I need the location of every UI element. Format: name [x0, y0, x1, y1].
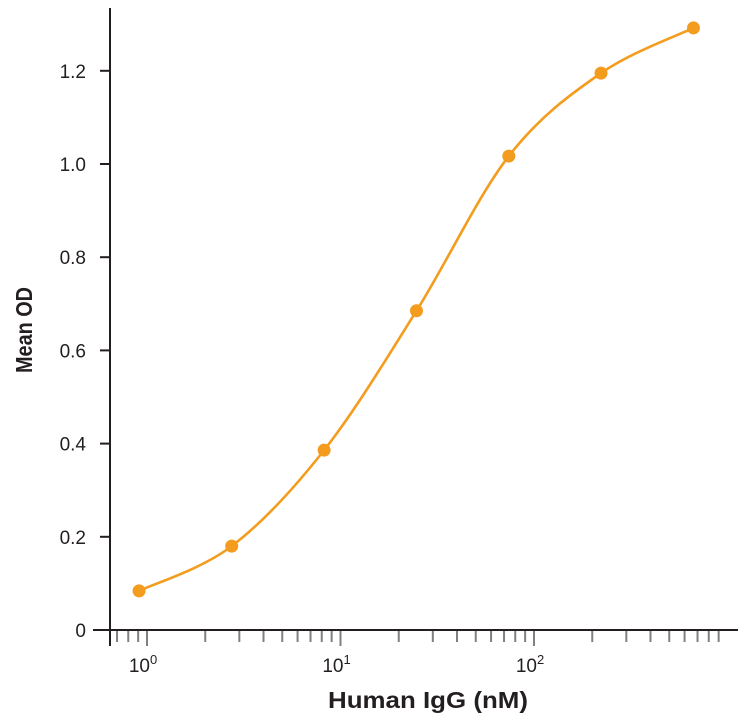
- y-tick-label: 0.8: [60, 248, 86, 269]
- data-point: [686, 21, 700, 35]
- x-tick-label: 101: [322, 652, 350, 677]
- y-tick-label: 0: [75, 621, 86, 642]
- x-tick-label: 102: [516, 652, 544, 677]
- data-point: [502, 149, 516, 163]
- x-axis-title: Human IgG (nM): [328, 687, 528, 713]
- axes: [93, 8, 738, 646]
- y-axis-title: Mean OD: [11, 287, 37, 373]
- data-points: [132, 21, 700, 598]
- data-point: [225, 539, 239, 553]
- y-tick-label: 1.0: [60, 155, 86, 176]
- x-ticks: 100 101 102: [116, 631, 720, 677]
- data-point: [317, 443, 331, 457]
- y-tick-label: 0.6: [60, 341, 86, 362]
- x-tick-label: 100: [129, 652, 157, 677]
- y-tick-label: 1.2: [60, 62, 86, 83]
- y-ticks: 0 0.2 0.4 0.6 0.8 1.0 1.2: [60, 62, 110, 642]
- y-tick-label: 0.2: [60, 528, 86, 549]
- data-point: [409, 304, 423, 318]
- data-point: [594, 66, 608, 80]
- y-tick-label: 0.4: [60, 435, 87, 456]
- data-point: [132, 584, 146, 598]
